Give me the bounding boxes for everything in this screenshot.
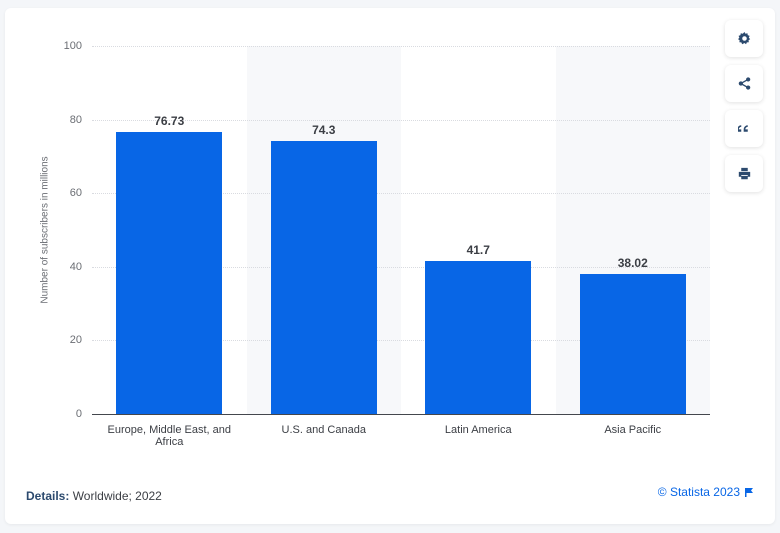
x-tick-label: Europe, Middle East, and Africa bbox=[107, 424, 232, 448]
y-tick-label: 20 bbox=[69, 334, 82, 347]
gridline bbox=[92, 193, 710, 195]
bar[interactable] bbox=[270, 140, 377, 414]
flag-icon bbox=[745, 487, 753, 497]
bar[interactable] bbox=[579, 274, 686, 414]
y-axis-label: Number of subscribers in millions bbox=[39, 156, 51, 304]
gridline bbox=[92, 46, 710, 47]
bar-value-label: 41.7 bbox=[466, 242, 490, 257]
plot-area: 76.73 74.3 41.7 38.02 bbox=[92, 46, 710, 415]
gridline bbox=[92, 119, 710, 121]
x-tick-label: U.S. and Canada bbox=[281, 424, 366, 436]
y-tick-label: 0 bbox=[75, 408, 82, 420]
y-tick-label: 80 bbox=[69, 113, 82, 126]
x-tick-label: Asia Pacific bbox=[604, 424, 662, 436]
gear-icon bbox=[737, 32, 750, 45]
details-label: Details: bbox=[26, 489, 70, 503]
share-button[interactable] bbox=[725, 65, 763, 102]
x-tick-label: Latin America bbox=[444, 424, 512, 436]
details-value: Worldwide; 2022 bbox=[69, 489, 162, 503]
print-button[interactable] bbox=[725, 155, 763, 192]
bar[interactable] bbox=[116, 131, 223, 414]
bar-value-label: 38.02 bbox=[617, 256, 648, 271]
cite-button[interactable] bbox=[725, 110, 763, 147]
gridline bbox=[92, 266, 710, 268]
y-tick-label: 60 bbox=[69, 187, 82, 200]
settings-button[interactable] bbox=[725, 20, 763, 57]
gridline bbox=[92, 340, 710, 342]
statista-credit-link[interactable]: © Statista 2023 bbox=[658, 485, 753, 499]
bar-value-label: 74.3 bbox=[312, 122, 336, 137]
quote-icon bbox=[737, 125, 748, 132]
x-axis-line bbox=[92, 414, 710, 415]
print-icon bbox=[738, 167, 750, 180]
share-icon bbox=[738, 77, 750, 90]
bar[interactable] bbox=[425, 260, 532, 414]
credit-text: © Statista 2023 bbox=[657, 485, 740, 499]
details-text: Details: Worldwide; 2022 bbox=[26, 489, 162, 503]
y-tick-label: 100 bbox=[63, 40, 82, 52]
y-tick-label: 40 bbox=[69, 260, 82, 273]
bar-value-label: 76.73 bbox=[154, 113, 185, 128]
